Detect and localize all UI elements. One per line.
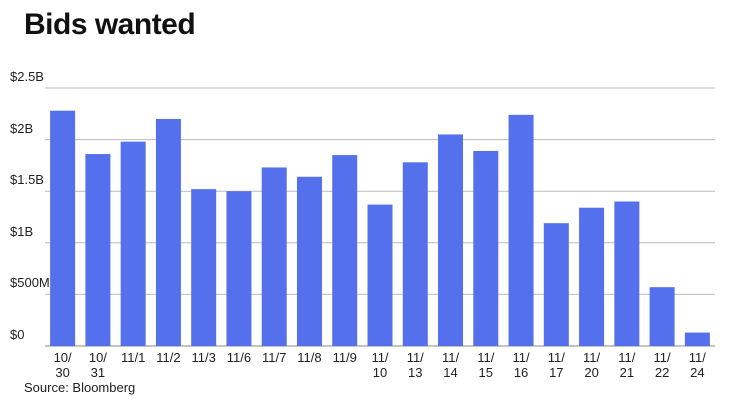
bar bbox=[438, 134, 464, 346]
x-tick-label: 11/ 20 bbox=[583, 350, 601, 380]
bar bbox=[155, 118, 181, 347]
x-tick-label: 11/ 16 bbox=[512, 350, 530, 380]
x-tick-label: 11/ 10 bbox=[371, 350, 389, 380]
bar bbox=[85, 154, 111, 346]
bar bbox=[579, 207, 605, 346]
bar bbox=[543, 223, 569, 346]
bar bbox=[508, 114, 534, 346]
bar bbox=[191, 189, 217, 346]
bar bbox=[50, 110, 76, 346]
y-tick-label: $2B bbox=[10, 120, 34, 136]
x-tick-label: 10/ 30 bbox=[53, 350, 72, 380]
bar bbox=[649, 287, 675, 346]
x-tick-label: 11/ 22 bbox=[653, 350, 671, 380]
x-tick-label: 11/ 15 bbox=[477, 350, 495, 380]
y-tick-label: $500M bbox=[10, 275, 50, 291]
x-tick-label: 11/ 14 bbox=[441, 350, 460, 380]
bar bbox=[296, 176, 322, 346]
x-tick-label: 11/ 17 bbox=[547, 350, 565, 380]
y-tick-label: $0 bbox=[10, 327, 25, 342]
bar bbox=[402, 162, 428, 346]
x-tick-label: 11/ 24 bbox=[688, 350, 706, 380]
bar bbox=[614, 201, 640, 346]
bar bbox=[332, 155, 358, 346]
x-tick-label: 10/ 31 bbox=[88, 350, 107, 380]
x-tick-label: 11/ 13 bbox=[406, 350, 424, 380]
y-tick-label: $1.5B bbox=[10, 172, 44, 188]
x-tick-label: 11/9 bbox=[332, 350, 357, 365]
bar bbox=[226, 191, 252, 346]
source-note: Source: Bloomberg bbox=[24, 380, 136, 395]
x-tick-label: 11/7 bbox=[262, 350, 287, 365]
x-tick-label: 11/ 21 bbox=[618, 350, 636, 380]
bar bbox=[684, 332, 710, 346]
x-tick-label: 11/2 bbox=[156, 350, 181, 365]
chart-title: Bids wanted bbox=[24, 8, 196, 41]
bar bbox=[120, 141, 146, 346]
x-tick-label: 11/1 bbox=[120, 350, 146, 365]
y-tick-label: $1B bbox=[10, 223, 34, 239]
bar bbox=[473, 150, 499, 346]
x-tick-label: 11/6 bbox=[226, 350, 252, 365]
bar bbox=[261, 167, 287, 346]
x-tick-label: 11/3 bbox=[191, 350, 216, 365]
bar bbox=[367, 204, 393, 346]
x-tick-label: 11/8 bbox=[297, 350, 322, 365]
y-tick-label: $2.5B bbox=[10, 69, 44, 84]
